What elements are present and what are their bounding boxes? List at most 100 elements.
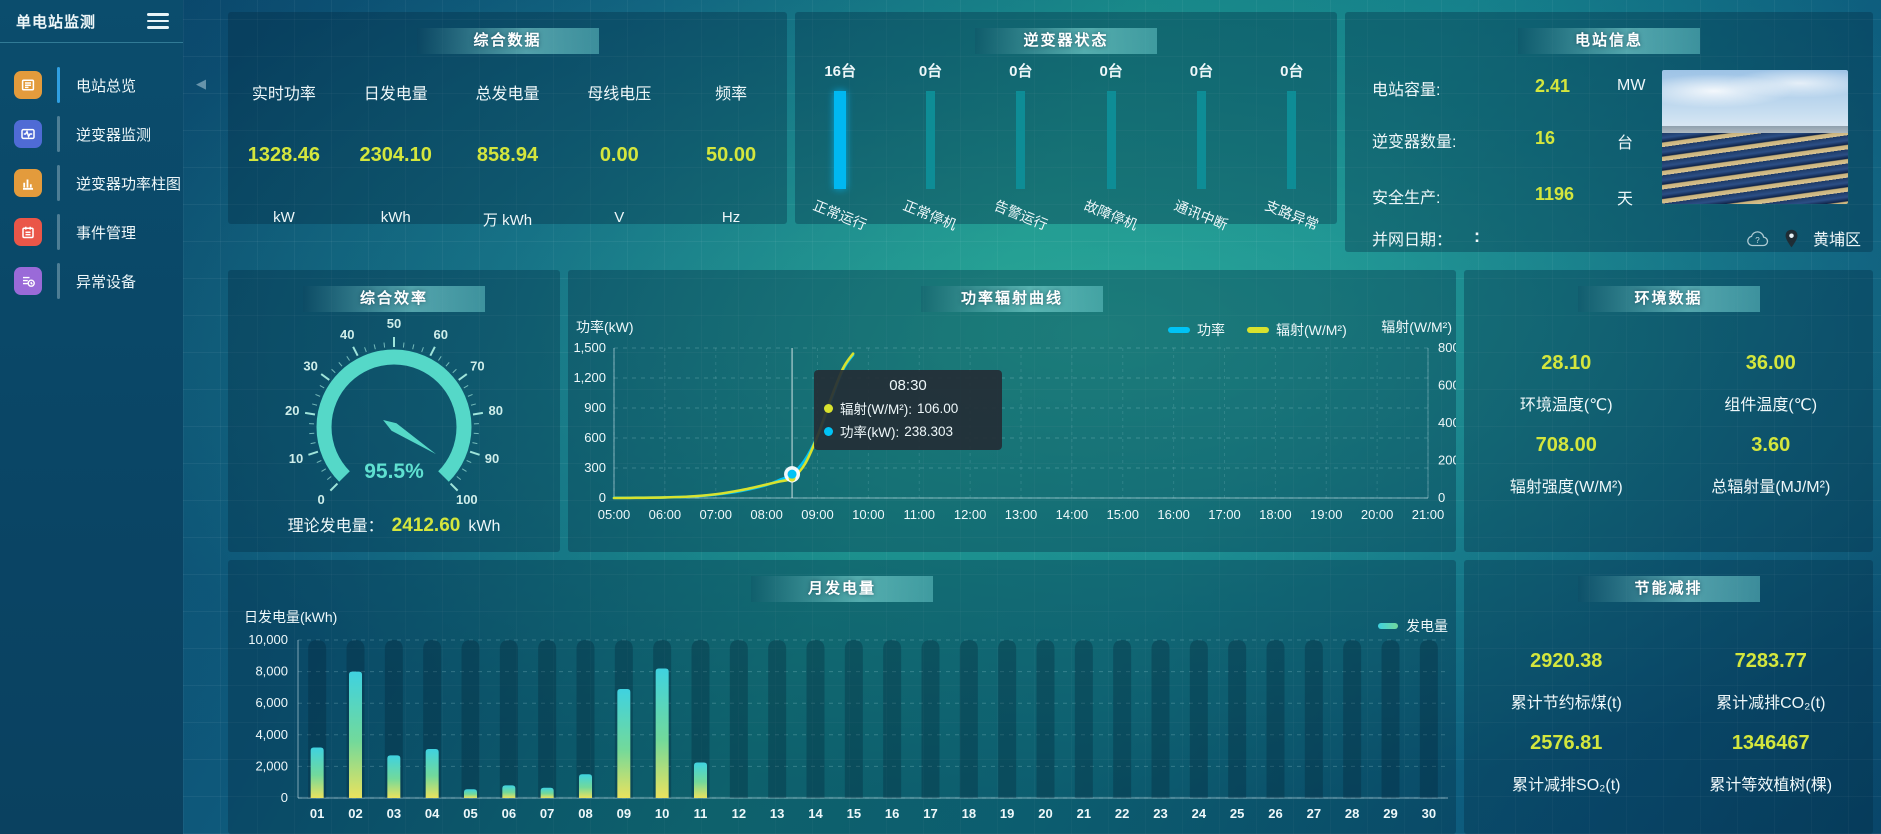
metric-unit: kWh — [380, 209, 411, 226]
svg-text:16:00: 16:00 — [1157, 507, 1190, 522]
metric-label: 实时功率 — [251, 86, 316, 103]
inverter-status-chart[interactable]: 16台 正常运行 0台 正常停机 0台 告警运行 0台 故障停机 0台 — [795, 12, 1337, 233]
status-bar — [1106, 91, 1116, 189]
tooltip-series-value: 106.00 — [916, 400, 959, 416]
svg-text:28: 28 — [1345, 806, 1359, 821]
panel-inverter-status: 逆变器状态 16台 正常运行 0台 正常停机 0台 告警运行 0台 故障停机 — [795, 12, 1337, 233]
svg-text:100: 100 — [456, 492, 478, 507]
status-count: 0台 — [1099, 63, 1123, 80]
info-unit: MW — [1617, 77, 1646, 94]
item-divider — [57, 116, 60, 152]
panel-title-station-info: 电站信息 — [1518, 28, 1700, 54]
env-label: 环境温度(℃) — [1519, 397, 1613, 414]
monthly-energy-bar-chart[interactable]: 0 2,000 4,000 6,000 8,000 10,000 日发电量(kWh) 01 02… — [228, 560, 1456, 834]
svg-text:800: 800 — [1438, 340, 1456, 355]
photo-solar-panels — [1662, 132, 1848, 204]
svg-text:8,000: 8,000 — [255, 664, 288, 679]
line-chart-legend[interactable]: 功率 辐射(W/M²) — [1168, 320, 1347, 340]
station-photo — [1662, 70, 1848, 204]
saving-so2: 2576.81 累计减排SO₂(t) — [1464, 732, 1669, 795]
sidebar-item-event-management[interactable]: 事件管理 — [0, 212, 183, 252]
power-legend-swatch — [1168, 327, 1190, 333]
legend-item-power[interactable]: 功率 — [1168, 320, 1225, 340]
sidebar-item-label: 逆变器功率柱图 — [76, 175, 182, 193]
svg-text:400: 400 — [1438, 415, 1456, 430]
weather-cloud-icon[interactable]: ? — [1746, 230, 1770, 247]
saving-value: 2920.38 — [1530, 650, 1603, 672]
svg-text:14:00: 14:00 — [1056, 507, 1089, 522]
svg-text:900: 900 — [584, 400, 606, 415]
info-row-grid-date: 并网日期： : — [1372, 226, 1480, 250]
item-divider — [57, 165, 60, 201]
status-count: 0台 — [1009, 63, 1033, 80]
status-branch-abnormal: 0台 支路异常 — [1247, 12, 1337, 233]
metric-unit: kW — [273, 209, 295, 226]
gauge-value: 95.5% — [364, 460, 424, 483]
sidebar-item-label: 异常设备 — [76, 273, 137, 291]
metric-label: 总发电量 — [475, 86, 540, 103]
sidebar-item-abnormal-device[interactable]: 异常设备 — [0, 261, 183, 301]
env-irradiance: 708.00 辐射强度(W/M²) — [1464, 434, 1669, 497]
svg-text:19:00: 19:00 — [1310, 507, 1343, 522]
info-label: 安全生产: — [1372, 190, 1441, 207]
inverter-power-bars-icon — [14, 169, 42, 197]
tooltip-row-radiation: 辐射(W/M²): 106.00 — [824, 398, 992, 418]
sidebar-item-label: 逆变器监测 — [76, 126, 152, 144]
svg-text:11: 11 — [694, 806, 708, 821]
status-count: 0台 — [1189, 63, 1214, 80]
svg-text:03: 03 — [387, 806, 401, 821]
sidebar-menu: 电站总览 逆变器监测 逆变器功率柱图 事件管理 异常设备 — [0, 65, 183, 301]
svg-text:60: 60 — [434, 327, 448, 342]
panel-title-efficiency: 综合效率 — [303, 286, 485, 312]
bar-chart-legend[interactable]: 发电量 — [1378, 616, 1448, 636]
info-row-inverter-count: 逆变器数量: 16 台 — [1372, 128, 1633, 152]
power-radiation-line-chart[interactable]: 05:00 06:00 07:00 08:00 09:00 10:00 11:00 12:00… — [568, 270, 1456, 552]
metric-value: 1328.46 — [247, 144, 321, 166]
svg-text:10: 10 — [289, 451, 303, 466]
info-value: 16 — [1535, 128, 1556, 148]
saving-co2: 7283.77 累计减排CO₂(t) — [1669, 650, 1874, 713]
svg-text:26: 26 — [1268, 806, 1282, 821]
saving-value: 1346467 — [1731, 732, 1810, 754]
item-divider — [57, 214, 60, 250]
svg-text:20: 20 — [285, 403, 299, 418]
svg-text:10,000: 10,000 — [248, 632, 288, 647]
menu-toggle-icon[interactable] — [147, 13, 169, 29]
status-alarm-running: 0台 告警运行 — [976, 12, 1066, 233]
status-bar — [1196, 91, 1206, 189]
radiation-dot-icon — [824, 403, 833, 413]
svg-text:0: 0 — [318, 492, 325, 507]
svg-text:2,000: 2,000 — [255, 758, 288, 773]
svg-text:日发电量(kWh): 日发电量(kWh) — [244, 609, 337, 625]
env-label: 组件温度(℃) — [1724, 397, 1818, 414]
svg-text:0: 0 — [281, 790, 288, 805]
svg-text:辐射(W/M²): 辐射(W/M²) — [1381, 319, 1452, 335]
location-pin-icon — [1785, 229, 1798, 247]
svg-text:16: 16 — [885, 806, 899, 821]
env-ambient-temp: 28.10 环境温度(℃) — [1464, 352, 1669, 415]
svg-text:22: 22 — [1115, 806, 1129, 821]
legend-item-radiation[interactable]: 辐射(W/M²) — [1247, 320, 1347, 340]
sidebar-item-inverter-power-bars[interactable]: 逆变器功率柱图 — [0, 163, 183, 203]
sidebar-collapse-arrow[interactable]: ◀ — [196, 76, 206, 91]
svg-text:07:00: 07:00 — [699, 507, 732, 522]
legend-label: 功率 — [1197, 322, 1225, 338]
status-comm-lost: 0台 通讯中断 — [1156, 12, 1246, 233]
saving-label: 累计减排SO₂(t) — [1512, 777, 1621, 794]
env-label: 辐射强度(W/M²) — [1509, 479, 1623, 496]
svg-text:80: 80 — [488, 403, 502, 418]
saving-label: 累计等效植树(棵) — [1709, 777, 1833, 794]
sidebar-item-station-overview[interactable]: 电站总览 — [0, 65, 183, 105]
tooltip-time: 08:30 — [889, 377, 927, 394]
info-value: 1196 — [1535, 184, 1575, 204]
radiation-legend-swatch — [1247, 327, 1269, 333]
sidebar-item-inverter-monitor[interactable]: 逆变器监测 — [0, 114, 183, 154]
svg-text:15: 15 — [847, 806, 861, 821]
status-count: 16台 — [824, 63, 856, 80]
saving-trees: 1346467 累计等效植树(棵) — [1669, 732, 1874, 795]
svg-text:功率(kW): 功率(kW) — [576, 319, 634, 335]
svg-text:15:00: 15:00 — [1106, 507, 1139, 522]
tooltip-series-name: 功率(kW): — [840, 425, 900, 440]
info-row-capacity: 电站容量: 2.41 MW — [1372, 76, 1645, 100]
info-value: 2.41 — [1535, 76, 1571, 96]
